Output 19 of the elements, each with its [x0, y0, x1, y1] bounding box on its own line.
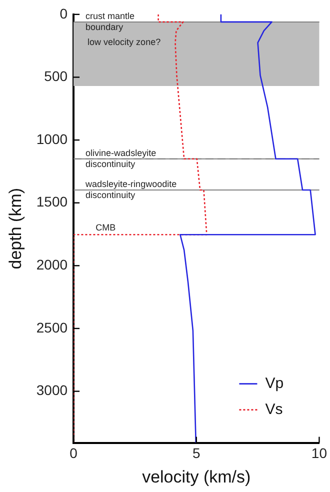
legend-label: Vp	[265, 374, 284, 392]
annotation: CMB	[96, 222, 116, 233]
ref-line-label: crust mantle boundary	[86, 10, 135, 32]
x-axis-title: velocity (km/s)	[142, 467, 251, 486]
y-tick-label: 500	[44, 68, 68, 84]
y-tick-label: 0	[60, 5, 68, 22]
y-tick-label: 2000	[36, 256, 68, 273]
y-tick-label: 1500	[36, 194, 68, 210]
band-label: low velocity zone?	[88, 36, 161, 47]
ref-line-label: wadsleyite-ringwoodite discontinuity	[84, 179, 177, 200]
x-tick-label: 10	[311, 445, 328, 462]
y-tick-label: 2500	[36, 319, 68, 336]
y-axis-title: depth (km)	[6, 188, 25, 270]
x-tick-label: 5	[192, 445, 200, 462]
ref-line-label: olivine-wadsleyite discontinuity	[86, 148, 156, 169]
y-tick-label: 3000	[36, 382, 68, 398]
x-tick-label: 0	[70, 445, 78, 462]
legend-label: Vs	[265, 400, 283, 418]
y-tick-label: 1000	[36, 130, 68, 147]
